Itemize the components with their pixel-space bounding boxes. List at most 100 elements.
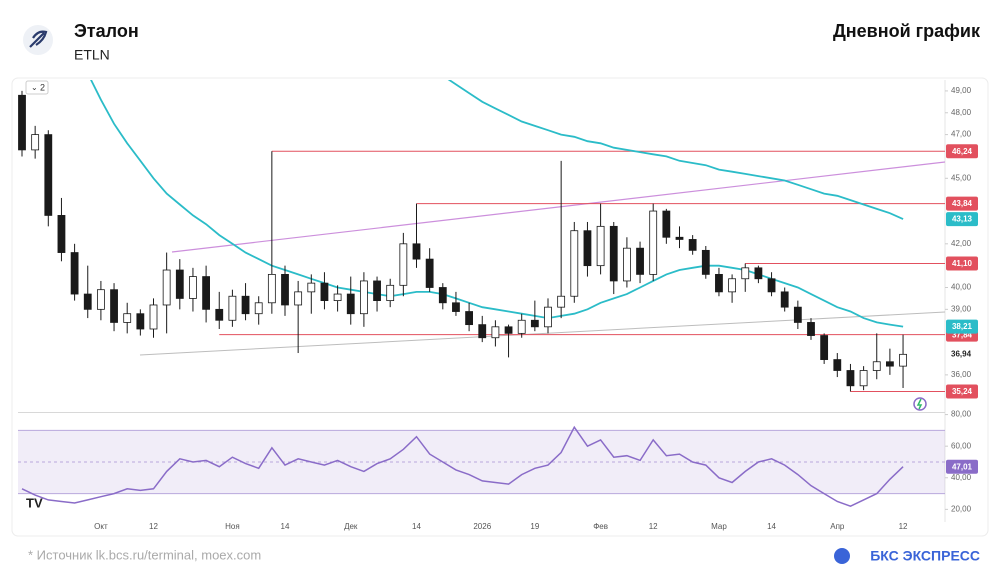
candle-body xyxy=(715,273,723,293)
indicator-badge-box[interactable] xyxy=(25,80,49,95)
level-label-box xyxy=(946,196,978,211)
x-tick-label: 19 xyxy=(530,522,539,531)
candle-body xyxy=(780,291,789,308)
candle-body xyxy=(346,293,355,315)
level-label: 41,10 xyxy=(952,259,973,268)
candle-body xyxy=(123,313,132,323)
candle-body xyxy=(504,326,513,334)
candle-body xyxy=(530,319,539,328)
x-tick-label: Дек xyxy=(344,522,358,531)
candle-body xyxy=(544,306,552,328)
candle-body xyxy=(649,210,658,275)
y-tick-label: 36,00 xyxy=(951,370,972,379)
candle-body xyxy=(281,273,289,306)
candle-body xyxy=(307,282,316,293)
y-tick-label: 49,00 xyxy=(951,86,972,95)
candle-body xyxy=(320,282,329,302)
candle-body xyxy=(741,267,750,280)
alert-icon[interactable] xyxy=(913,397,927,411)
x-tick-label: Апр xyxy=(830,522,845,531)
candle-body xyxy=(31,134,40,151)
candle-body xyxy=(294,291,303,306)
candle-body xyxy=(57,215,66,253)
candle-body xyxy=(333,293,342,302)
rsi-tick-label: 60,00 xyxy=(951,441,972,450)
ma-label: 38,21 xyxy=(952,322,973,331)
candle-body xyxy=(517,319,526,334)
candle-body xyxy=(596,225,605,267)
ma-label-box xyxy=(946,319,978,334)
rsi-label-box xyxy=(946,459,978,474)
candle-body xyxy=(267,273,276,304)
title: Эталон xyxy=(74,21,139,41)
y-tick-label: 48,00 xyxy=(951,108,972,117)
logo-mark xyxy=(29,30,48,48)
rsi-label: 47,01 xyxy=(952,462,973,471)
rsi-tick-label: 40,00 xyxy=(951,473,972,482)
x-tick-label: 14 xyxy=(767,522,776,531)
candle-body xyxy=(899,353,907,367)
candle-body xyxy=(162,269,171,306)
candle-body xyxy=(636,247,644,275)
candle-body xyxy=(83,293,92,310)
x-tick-label: 14 xyxy=(412,522,421,531)
level-label-box xyxy=(946,144,978,159)
source: * Источник lk.bcs.ru/terminal, moex.com xyxy=(28,547,261,562)
ma-label-box xyxy=(946,212,978,227)
candle-body xyxy=(189,276,197,299)
candle-body xyxy=(688,239,697,251)
candle-body xyxy=(833,359,842,371)
alert-icon-bolt xyxy=(916,398,923,410)
candle-body xyxy=(872,361,881,371)
candle-body xyxy=(886,361,894,367)
x-tick-label: Ноя xyxy=(225,522,240,531)
candle-body xyxy=(202,276,211,310)
tv-logo: TV xyxy=(26,495,43,510)
candle-body xyxy=(97,289,105,310)
rsi-tick-label: 20,00 xyxy=(951,504,972,513)
candle-body xyxy=(44,134,53,216)
candle-body xyxy=(570,230,579,297)
level-label: 37,84 xyxy=(952,330,973,339)
candle-body xyxy=(18,94,26,151)
trend-line xyxy=(171,161,945,253)
candle-body xyxy=(386,284,395,302)
candle-body xyxy=(583,230,592,267)
x-tick-label: Фев xyxy=(593,522,608,531)
x-tick-label: 12 xyxy=(899,522,908,531)
candle-body xyxy=(662,210,671,238)
x-tick-label: 12 xyxy=(649,522,658,531)
candle-body xyxy=(110,289,118,323)
level-label: 43,84 xyxy=(952,199,973,208)
candle-body xyxy=(701,249,710,275)
period: Дневной график xyxy=(833,21,981,41)
candle-body xyxy=(478,324,487,339)
candle-body xyxy=(754,267,763,280)
x-tick-label: 2026 xyxy=(473,522,491,531)
y-tick-label: 42,00 xyxy=(951,239,972,248)
candle-body xyxy=(623,247,631,282)
x-tick-label: Окт xyxy=(94,522,108,531)
candle-body xyxy=(70,252,79,295)
y-tick-label: 39,00 xyxy=(951,304,972,313)
rsi-line xyxy=(21,425,904,508)
candle-body xyxy=(136,313,145,330)
candle-body xyxy=(412,243,421,260)
ma-label: 43,13 xyxy=(952,215,973,224)
candle-body xyxy=(807,322,815,336)
candle-body xyxy=(728,278,736,293)
candle-body xyxy=(359,280,368,315)
candle-body xyxy=(846,370,855,387)
last-price-label: 36,94 xyxy=(951,349,972,358)
level-label: 35,24 xyxy=(952,387,973,396)
candle-body xyxy=(254,302,263,315)
candle-body xyxy=(675,236,684,240)
x-tick-label: Мар xyxy=(711,522,727,531)
candle-body xyxy=(859,370,868,387)
candle-body xyxy=(425,258,434,288)
y-tick-label: 45,00 xyxy=(951,173,972,182)
candle-body xyxy=(175,269,184,299)
candle-body xyxy=(241,295,250,315)
brand: БКС ЭКСПРЕСС xyxy=(870,548,980,564)
